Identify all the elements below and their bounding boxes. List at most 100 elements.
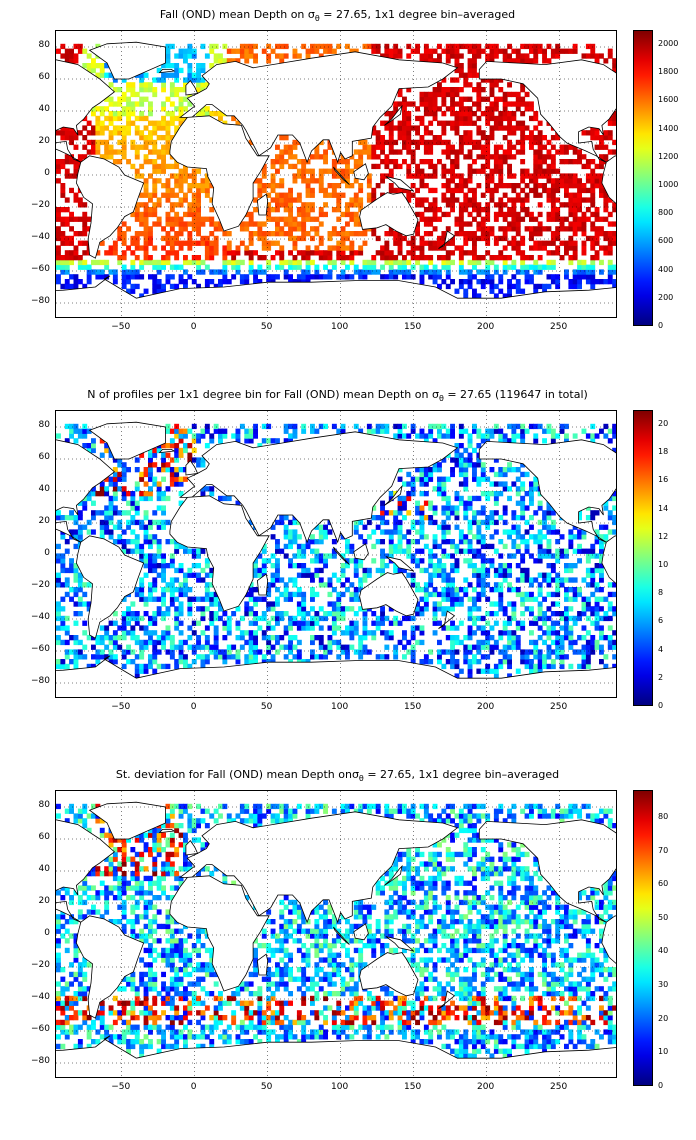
colorbar-tick-label: 10	[658, 1047, 669, 1057]
colorbar-tick-label: 0	[658, 1081, 664, 1090]
colorbar-tick-label: 1200	[658, 151, 679, 161]
lon-tick-label: 100	[331, 1082, 349, 1092]
coastlines	[56, 801, 616, 1077]
lat-tick-label: 60	[38, 452, 50, 462]
lon-tick-label: 200	[477, 322, 495, 332]
lon-tick-label: 150	[404, 702, 422, 712]
lat-tick-label: 80	[38, 420, 50, 430]
lat-tick-label: 80	[38, 40, 50, 50]
lat-tick-label: −40	[31, 232, 50, 242]
lat-tick-label: −80	[31, 296, 50, 306]
lat-tick-label: −60	[31, 1024, 50, 1034]
lon-tick-label: 0	[190, 322, 197, 332]
lat-tick-label: 20	[38, 136, 50, 146]
lon-tick-label: 250	[550, 702, 568, 712]
lat-tick-label: −20	[31, 580, 50, 590]
lat-tick-label: −40	[31, 992, 50, 1002]
map-canvas	[56, 411, 616, 697]
lat-tick-label: 80	[38, 800, 50, 810]
colorbar-tick-label: 1000	[658, 180, 679, 190]
lon-tick-label: 0	[190, 1082, 197, 1092]
colorbar-tick-label: 12	[658, 531, 669, 541]
panel-title: N of profiles per 1x1 degree bin for Fal…	[87, 388, 588, 404]
depth-map[interactable]	[55, 30, 617, 318]
map-canvas	[56, 31, 616, 317]
colorbar-tick-label: 20	[658, 419, 669, 429]
colorbar-tick-label: 4	[658, 644, 664, 654]
lon-tick-label: 200	[477, 1082, 495, 1092]
profile-count-colorbar	[633, 410, 653, 706]
coastlines	[56, 421, 616, 697]
lon-tick-label: 150	[404, 1082, 422, 1092]
colorbar-tick-label: 50	[658, 912, 669, 922]
std-deviation-colorbar	[633, 790, 653, 1086]
colorbar-tick-label: 30	[658, 980, 669, 990]
lat-tick-label: 20	[38, 896, 50, 906]
colorbar-tick-label: 600	[658, 236, 674, 246]
colorbar-tick-label: 10	[658, 560, 669, 570]
lat-tick-label: 0	[44, 168, 50, 178]
grid-lines	[56, 411, 616, 697]
lon-tick-label: −50	[111, 702, 131, 712]
lat-tick-label: 40	[38, 484, 50, 494]
panel-title: St. deviation for Fall (OND) mean Depth …	[115, 768, 560, 784]
lon-tick-label: −50	[111, 322, 131, 332]
lat-tick-label: 20	[38, 516, 50, 526]
colorbar-tick-label: 1400	[658, 123, 679, 133]
std-deviation-map[interactable]	[55, 790, 617, 1078]
lat-tick-label: 40	[38, 104, 50, 114]
lat-tick-label: −60	[31, 264, 50, 274]
colorbar-tick-label: 8	[658, 588, 664, 598]
colorbar-tick-label: 40	[658, 946, 669, 956]
lon-tick-label: 0	[190, 702, 197, 712]
grid-lines	[56, 31, 616, 317]
lon-tick-label: 100	[331, 322, 349, 332]
colorbar-tick-label: 20	[658, 1013, 669, 1023]
map-canvas	[56, 791, 616, 1077]
colorbar-tick-label: 70	[658, 845, 669, 855]
data-cells	[56, 803, 616, 1059]
colorbar-tick-label: 2000	[658, 39, 679, 49]
panel-title: Fall (OND) mean Depth on σθ = 27.65, 1x1…	[159, 8, 516, 24]
colorbar-tick-label: 200	[658, 292, 674, 302]
colorbar-tick-label: 1600	[658, 95, 679, 105]
grid-lines	[56, 791, 616, 1077]
coastlines	[56, 41, 616, 317]
lon-tick-label: −50	[111, 1082, 131, 1092]
colorbar-tick-label: 0	[658, 321, 664, 330]
lat-tick-label: 0	[44, 928, 50, 938]
lat-tick-label: −60	[31, 644, 50, 654]
lon-tick-label: 250	[550, 322, 568, 332]
lon-tick-label: 150	[404, 322, 422, 332]
lat-tick-label: 0	[44, 548, 50, 558]
lon-tick-label: 250	[550, 1082, 568, 1092]
colorbar-tick-label: 1800	[658, 67, 679, 77]
lat-tick-label: −80	[31, 676, 50, 686]
colorbar-tick-label: 80	[658, 811, 669, 821]
lat-tick-label: 60	[38, 832, 50, 842]
lon-tick-label: 50	[260, 702, 273, 712]
lat-tick-label: 60	[38, 72, 50, 82]
colorbar-tick-label: 18	[658, 447, 669, 457]
colorbar-tick-label: 16	[658, 475, 669, 485]
lat-tick-label: −80	[31, 1056, 50, 1066]
lat-tick-label: 40	[38, 864, 50, 874]
colorbar-tick-label: 6	[658, 616, 664, 626]
colorbar-tick-label: 800	[658, 208, 674, 218]
lon-tick-label: 50	[260, 1082, 273, 1092]
lon-tick-label: 100	[331, 702, 349, 712]
lon-tick-label: 50	[260, 322, 273, 332]
lat-tick-label: −20	[31, 200, 50, 210]
colorbar-tick-label: 0	[658, 701, 664, 710]
data-cells	[56, 423, 616, 679]
profile-count-map[interactable]	[55, 410, 617, 698]
colorbar-tick-label: 400	[658, 264, 674, 274]
colorbar-tick-label: 14	[658, 503, 669, 513]
data-cells	[56, 43, 616, 299]
lon-tick-label: 200	[477, 702, 495, 712]
depth-colorbar	[633, 30, 653, 326]
colorbar-tick-label: 2	[658, 672, 664, 682]
lat-tick-label: −40	[31, 612, 50, 622]
colorbar-tick-label: 60	[658, 879, 669, 889]
lat-tick-label: −20	[31, 960, 50, 970]
